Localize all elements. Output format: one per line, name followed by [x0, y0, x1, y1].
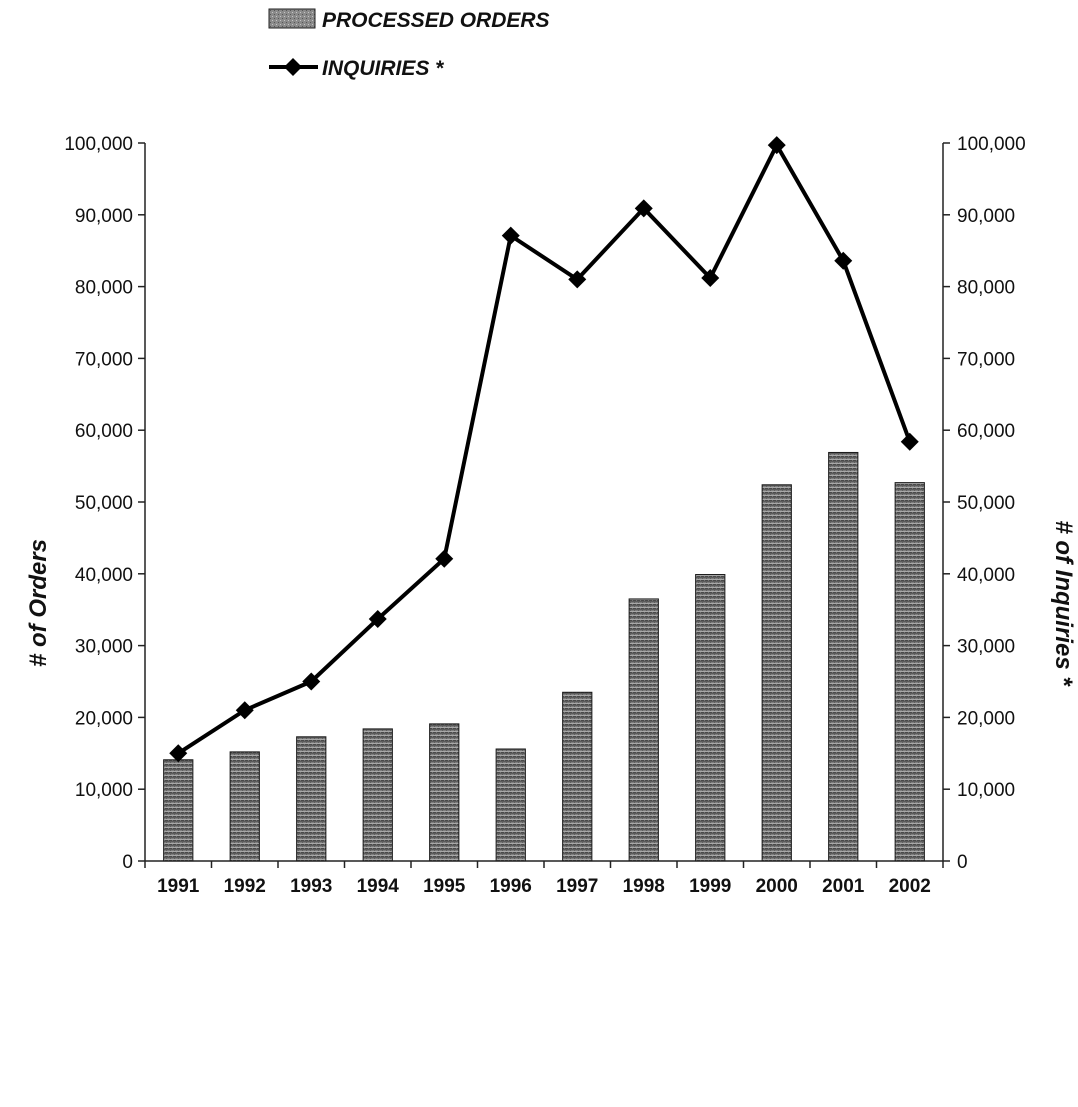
- marker-inquiries: [900, 432, 919, 451]
- x-tick-label: 2001: [822, 876, 865, 897]
- marker-inquiries: [701, 268, 720, 287]
- y2-tick-label: 80,000: [957, 278, 1015, 299]
- y-tick-label: 30,000: [75, 637, 133, 658]
- legend-swatch-processed-orders: [268, 8, 316, 29]
- y2-tick-label: 0: [957, 852, 968, 873]
- x-tick-label: 1994: [357, 876, 400, 897]
- marker-inquiries: [435, 549, 454, 568]
- y-tick-label: 70,000: [75, 349, 133, 370]
- y2-ticks: 0 10,000 20,000 30,000 40,000 50,000 60,000 70,…: [943, 134, 1026, 873]
- bar-processed-orders: [229, 751, 260, 862]
- y-tick-label: 80,000: [75, 278, 133, 299]
- x-tick-label: 1996: [490, 876, 532, 897]
- x-tick-label: 2000: [756, 876, 798, 897]
- bar-processed-orders: [429, 723, 460, 862]
- line-inquiries: [177, 140, 912, 755]
- bar-processed-orders: [628, 598, 659, 862]
- marker-inquiries: [568, 270, 587, 289]
- y-axis-title: # of Orders: [25, 539, 52, 667]
- y2-tick-label: 70,000: [957, 349, 1015, 370]
- bar-processed-orders: [296, 736, 327, 862]
- x-tick-label: 1995: [423, 876, 466, 897]
- x-tick-label: 1991: [157, 876, 200, 897]
- x-tick-label: 1992: [224, 876, 266, 897]
- y2-tick-label: 10,000: [957, 780, 1015, 801]
- bar-processed-orders: [562, 691, 593, 862]
- y2-tick-label: 40,000: [957, 565, 1015, 586]
- marker-inquiries: [302, 672, 321, 691]
- y-tick-label: 0: [122, 852, 133, 873]
- marker-inquiries: [235, 701, 254, 720]
- y-tick-label: 10,000: [75, 780, 133, 801]
- legend-label-inquiries: INQUIRIES *: [322, 57, 444, 80]
- bars-processed-orders: [163, 451, 925, 862]
- y2-tick-label: 100,000: [957, 134, 1026, 155]
- y-tick-label: 60,000: [75, 421, 133, 442]
- legend: PROCESSED ORDERS INQUIRIES *: [268, 8, 550, 80]
- y-tick-label: 40,000: [75, 565, 133, 586]
- bar-processed-orders: [163, 759, 194, 862]
- bar-processed-orders: [362, 728, 393, 862]
- bar-processed-orders: [894, 482, 925, 862]
- x-tick-label: 1999: [689, 876, 731, 897]
- y-tick-label: 100,000: [64, 134, 133, 155]
- bar-processed-orders: [761, 484, 792, 862]
- y-tick-label: 90,000: [75, 206, 133, 227]
- y2-tick-label: 60,000: [957, 421, 1015, 442]
- y2-tick-label: 30,000: [957, 637, 1015, 658]
- legend-marker-inquiries: [284, 58, 302, 76]
- marker-inquiries: [834, 251, 853, 270]
- marker-inquiries: [501, 226, 520, 245]
- bar-processed-orders: [495, 748, 526, 862]
- y2-axis-title: # of Inquiries *: [1050, 520, 1077, 687]
- series-inquiries: [169, 136, 919, 763]
- x-tick-label: 1998: [623, 876, 665, 897]
- marker-inquiries: [169, 744, 188, 763]
- x-tick-label: 2002: [889, 876, 931, 897]
- legend-label-processed-orders: PROCESSED ORDERS: [322, 9, 550, 32]
- bar-processed-orders: [695, 574, 726, 862]
- y2-tick-label: 20,000: [957, 708, 1015, 729]
- y-ticks: 0 10,000 20,000 30,000 40,000 50,000 60,000 70,…: [64, 134, 145, 873]
- bar-processed-orders: [828, 451, 859, 862]
- y-tick-label: 50,000: [75, 493, 133, 514]
- x-ticks: 1991 1992 1993 1994 1995 1996 1997 1998 1999 2000…: [144, 861, 944, 897]
- marker-inquiries: [634, 199, 653, 218]
- x-tick-label: 1993: [290, 876, 332, 897]
- y2-tick-label: 50,000: [957, 493, 1015, 514]
- y2-tick-label: 90,000: [957, 206, 1015, 227]
- y-tick-label: 20,000: [75, 708, 133, 729]
- marker-inquiries: [767, 136, 786, 155]
- x-tick-label: 1997: [556, 876, 598, 897]
- marker-inquiries: [368, 610, 387, 629]
